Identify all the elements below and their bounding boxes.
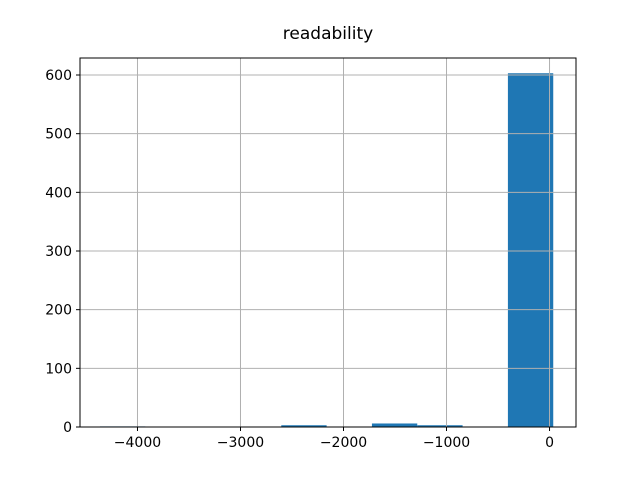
x-tick-label: −2000 [320,435,367,451]
histogram-bar [417,425,463,427]
plot-border [79,57,577,428]
x-tick-label: 0 [545,435,554,451]
y-tick-label: 500 [45,127,72,143]
y-tick-label: 600 [45,68,72,84]
x-tick-label: −4000 [114,435,161,451]
x-tick-label: −3000 [217,435,264,451]
histogram-bar [371,423,418,427]
y-tick-label: 400 [45,185,72,201]
y-tick-label: 300 [45,244,72,260]
chart-title: readability [282,24,374,44]
y-tick-label: 100 [45,361,72,377]
x-tick-label: −1000 [423,435,470,451]
y-tick-label: 0 [63,420,72,436]
y-tick-label: 200 [45,303,72,319]
histogram-bar [281,425,327,427]
histogram-bar [507,73,554,427]
